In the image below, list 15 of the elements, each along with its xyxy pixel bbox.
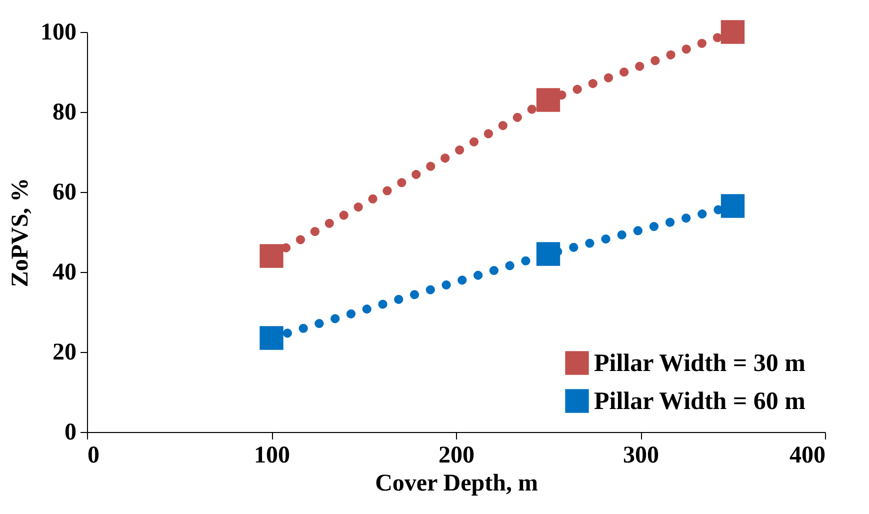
y-axis-title: ZoPVS, % xyxy=(8,178,34,288)
y-tick-label: 100 xyxy=(40,20,76,46)
x-tick-label: 100 xyxy=(254,442,290,468)
y-tick-label: 60 xyxy=(52,180,76,206)
y-tick-label: 20 xyxy=(52,340,76,366)
x-tick-label: 400 xyxy=(790,442,826,468)
y-tick-label: 0 xyxy=(64,420,76,446)
x-tick-label: 300 xyxy=(623,442,659,468)
x-axis-title: Cover Depth, m xyxy=(375,470,538,496)
y-tick-label: 40 xyxy=(52,260,76,286)
legend-label: Pillar Width = 60 m xyxy=(594,388,806,415)
y-tick-label: 80 xyxy=(52,100,76,126)
legend-label: Pillar Width = 30 m xyxy=(594,350,806,377)
x-tick-label: 200 xyxy=(438,442,474,468)
x-tick-label: 0 xyxy=(88,442,100,468)
